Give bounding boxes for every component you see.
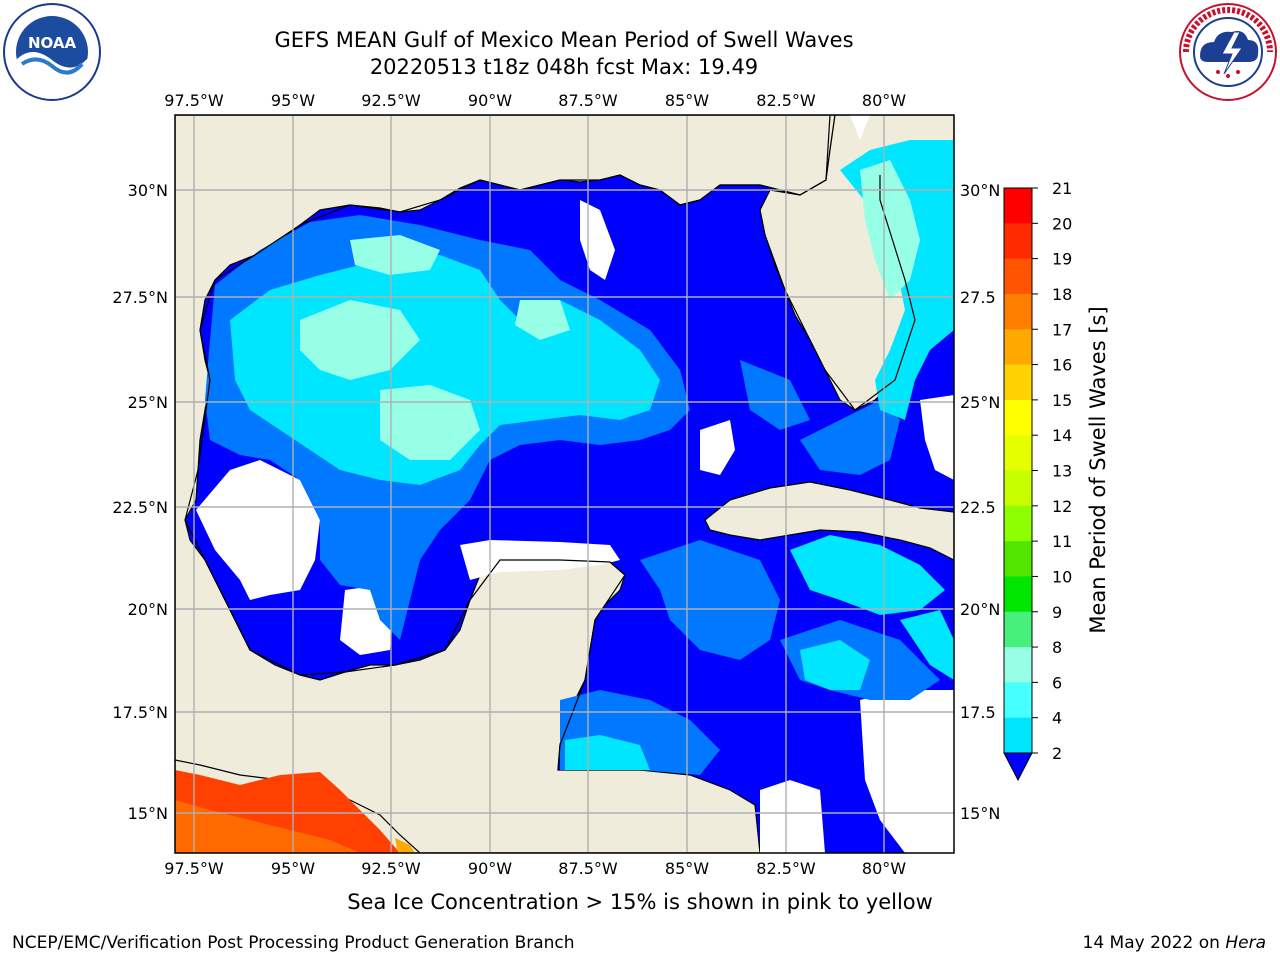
left-lat-labels: 30°N 27.5°N 25°N 22.5°N 20°N 17.5°N 15°N xyxy=(112,181,168,823)
colorbar-segment xyxy=(1004,364,1032,401)
colorbar xyxy=(1004,188,1032,754)
coastline-overlay xyxy=(184,115,916,771)
lat-label-left: 22.5°N xyxy=(112,498,168,517)
lat-label-left: 15°N xyxy=(128,804,168,823)
nws-logo xyxy=(1179,3,1277,101)
lat-label-right: 27.5 xyxy=(960,288,996,307)
lon-label-bottom: 90°W xyxy=(468,859,512,878)
lon-label-top: 82.5°W xyxy=(756,91,816,110)
colorbar-tick-label: 12 xyxy=(1052,497,1072,516)
lon-label-bottom: 92.5°W xyxy=(361,859,421,878)
lon-label-bottom: 80°W xyxy=(862,859,906,878)
graticule xyxy=(175,115,954,853)
map-title: GEFS MEAN Gulf of Mexico Mean Period of … xyxy=(274,28,854,52)
colorbar-segment xyxy=(1004,258,1032,295)
colorbar-tick-label: 11 xyxy=(1052,532,1072,551)
colorbar-ticks: 21 20 19 18 17 16 15 14 13 12 11 10 9 8 6 4 2 xyxy=(1032,179,1072,763)
footer-host: Hera xyxy=(1225,933,1266,953)
land-cuba xyxy=(704,481,954,561)
colorbar-segment xyxy=(1004,470,1032,507)
lon-label-bottom: 87.5°W xyxy=(558,859,618,878)
colorbar-tick-label: 16 xyxy=(1052,356,1072,375)
lon-label-top: 87.5°W xyxy=(558,91,618,110)
colorbar-segment xyxy=(1004,293,1032,330)
colorbar-segment xyxy=(1004,682,1032,719)
colorbar-tick-label: 6 xyxy=(1052,673,1062,692)
colorbar-segment xyxy=(1004,223,1032,260)
colorbar-tick-label: 14 xyxy=(1052,426,1072,445)
lon-label-bottom: 85°W xyxy=(665,859,709,878)
lon-label-top: 97.5°W xyxy=(164,91,224,110)
lat-label-right: 22.5 xyxy=(960,498,996,517)
lat-label-left: 30°N xyxy=(128,181,168,200)
map-subtitle: 20220513 t18z 048h fcst Max: 19.49 xyxy=(369,55,759,79)
colorbar-segment xyxy=(1004,717,1032,754)
lat-label-left: 25°N xyxy=(128,393,168,412)
colorbar-segment xyxy=(1004,188,1032,224)
colorbar-tick-label: 20 xyxy=(1052,214,1072,233)
lat-label-right: 20°N xyxy=(960,600,1000,619)
map-frame xyxy=(174,114,955,854)
noaa-logo: NOAA xyxy=(3,3,101,101)
colorbar-extend-arrow xyxy=(1003,752,1033,782)
lon-label-top: 90°W xyxy=(468,91,512,110)
colorbar-tick-label: 9 xyxy=(1052,603,1062,622)
colorbar-tick-label: 19 xyxy=(1052,250,1072,269)
lat-label-right: 17.5 xyxy=(960,703,996,722)
colorbar-segment xyxy=(1004,435,1032,471)
colorbar-segment xyxy=(1004,399,1032,436)
footer-date: 14 May 2022 on Hera xyxy=(1083,933,1267,953)
lon-label-top: 92.5°W xyxy=(361,91,421,110)
lon-label-top: 95°W xyxy=(271,91,315,110)
lat-label-right: 15°N xyxy=(960,804,1000,823)
lon-label-top: 85°W xyxy=(665,91,709,110)
colorbar-segment xyxy=(1004,611,1032,648)
lat-label-left: 17.5°N xyxy=(112,703,168,722)
sea-ice-note: Sea Ice Concentration > 15% is shown in … xyxy=(347,890,933,914)
bottom-lon-labels: 97.5°W 95°W 92.5°W 90°W 87.5°W 85°W 82.5… xyxy=(164,859,906,878)
lon-label-bottom: 95°W xyxy=(271,859,315,878)
colorbar-tick-label: 21 xyxy=(1052,179,1072,198)
colorbar-tick-label: 10 xyxy=(1052,567,1072,586)
colorbar-segment xyxy=(1004,576,1032,613)
colorbar-tick-label: 4 xyxy=(1052,709,1062,728)
colorbar-tick-label: 17 xyxy=(1052,320,1072,339)
colorbar-tick-label: 13 xyxy=(1052,462,1072,481)
lat-label-right: 30°N xyxy=(960,181,1000,200)
colorbar-tick-label: 2 xyxy=(1052,744,1062,763)
colorbar-segment xyxy=(1004,329,1032,366)
lat-label-left: 27.5°N xyxy=(112,288,168,307)
footer-credit: NCEP/EMC/Verification Post Processing Pr… xyxy=(12,933,575,953)
footer-date-text: 14 May 2022 on xyxy=(1082,933,1226,953)
colorbar-segment xyxy=(1004,541,1032,577)
map-plot-area xyxy=(175,115,954,853)
colorbar-tick-label: 15 xyxy=(1052,391,1072,410)
lon-label-bottom: 82.5°W xyxy=(756,859,816,878)
right-lat-labels: 30°N 27.5 25°N 22.5 20°N 17.5 15°N xyxy=(960,181,1000,823)
noaa-logo-text: NOAA xyxy=(28,34,77,52)
colorbar-segment xyxy=(1004,505,1032,542)
colorbar-segment xyxy=(1004,647,1032,683)
colorbar-tick-label: 18 xyxy=(1052,285,1072,304)
top-lon-labels: 97.5°W 95°W 92.5°W 90°W 87.5°W 85°W 82.5… xyxy=(164,91,906,110)
lat-label-left: 20°N xyxy=(128,600,168,619)
colorbar-tick-label: 8 xyxy=(1052,638,1062,657)
lon-label-bottom: 97.5°W xyxy=(164,859,224,878)
lon-label-top: 80°W xyxy=(862,91,906,110)
lat-label-right: 25°N xyxy=(960,393,1000,412)
colorbar-label: Mean Period of Swell Waves [s] xyxy=(1086,306,1110,633)
